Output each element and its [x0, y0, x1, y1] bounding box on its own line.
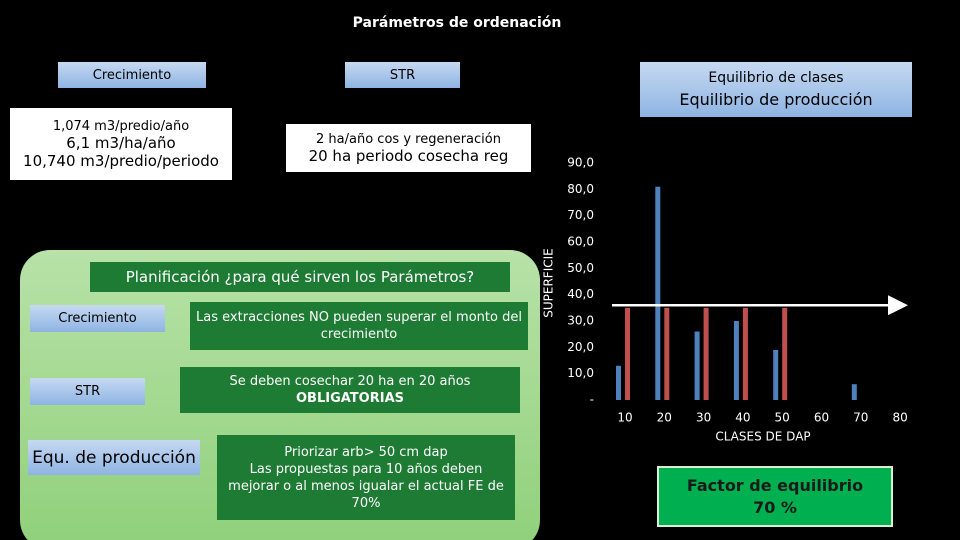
param-box: 1,074 m3/predio/año 6,1 m3/ha/año 10,740…: [10, 108, 232, 180]
x-tick-label: 40: [735, 411, 750, 425]
param-line: 6,1 m3/ha/año: [66, 133, 176, 152]
y-tick-label: 70,0: [567, 208, 594, 222]
bar: [733, 321, 739, 400]
param-box: 2 ha/año cos y regeneración 20 ha period…: [286, 124, 531, 172]
y-tick-label: 30,0: [567, 314, 594, 328]
y-axis-label: SUPERFICIE: [542, 248, 556, 318]
y-tick-label: 20,0: [567, 340, 594, 354]
param-name: STR: [345, 62, 460, 88]
x-tick-label: 70: [853, 411, 868, 425]
row-line: Se deben cosechar 20 ha en 20 años: [229, 374, 471, 389]
x-tick-label: 50: [775, 411, 790, 425]
param-line: 10,740 m3/predio/periodo: [23, 151, 219, 170]
row-line: Priorizar arb> 50 cm dap: [284, 444, 448, 460]
row-name: STR: [30, 378, 145, 405]
factor-box: Factor de equilibrio 70 %: [657, 466, 893, 527]
row-text: Priorizar arb> 50 cm dap Las propuestas …: [217, 435, 515, 520]
x-axis-label: CLASES DE DAP: [715, 430, 810, 444]
y-tick-label: 40,0: [567, 287, 594, 301]
x-tick-label: 60: [814, 411, 829, 425]
row-line: 70%: [351, 495, 381, 511]
param-name: Crecimiento: [58, 62, 206, 88]
y-tick-label: 80,0: [567, 182, 594, 196]
bar: [782, 307, 788, 400]
param-line: Equilibrio de clases: [708, 70, 844, 86]
param-name: Equilibrio de clases Equilibrio de produ…: [640, 62, 912, 117]
slide-title: Parámetros de ordenación: [352, 15, 562, 31]
bar: [694, 331, 700, 400]
x-tick-label: 10: [617, 411, 632, 425]
x-tick-label: 80: [892, 411, 907, 425]
bar: [851, 384, 857, 400]
y-tick-label: 50,0: [567, 261, 594, 275]
row-line: Las propuestas para 10 años deben: [249, 461, 483, 477]
factor-label: Factor de equilibrio: [686, 475, 864, 495]
y-tick-label: 60,0: [567, 235, 594, 249]
bar: [664, 307, 670, 400]
row-text: Las extracciones NO pueden superar el mo…: [190, 302, 528, 350]
row-name: Equ. de producción: [28, 440, 200, 475]
row-name: Crecimiento: [30, 305, 165, 332]
param-line: 20 ha periodo cosecha reg: [308, 146, 509, 165]
x-tick-label: 30: [696, 411, 711, 425]
param-line: Equilibrio de producción: [679, 90, 873, 109]
bar: [773, 349, 779, 400]
row-line: OBLIGATORIAS: [296, 391, 404, 406]
y-tick-label: 90,0: [567, 156, 594, 170]
planning-title: Planificación ¿para qué sirven los Parám…: [90, 262, 510, 292]
bar: [616, 365, 621, 400]
row-line: mejorar o al menos igualar el actual FE …: [228, 478, 504, 494]
bar: [655, 186, 661, 400]
param-line: 2 ha/año cos y regeneración: [316, 131, 501, 147]
y-tick-label: 10,0: [567, 366, 594, 380]
factor-value: 70 %: [753, 497, 797, 517]
bar: [742, 307, 748, 400]
row-line: Las extracciones NO pueden superar el mo…: [196, 310, 522, 342]
bar: [625, 307, 630, 400]
param-line: 1,074 m3/predio/año: [52, 118, 190, 134]
row-text: Se deben cosechar 20 ha en 20 años OBLIG…: [180, 367, 520, 413]
x-tick-label: 20: [657, 411, 672, 425]
y-tick-label: -: [590, 393, 594, 407]
bar: [703, 307, 709, 400]
